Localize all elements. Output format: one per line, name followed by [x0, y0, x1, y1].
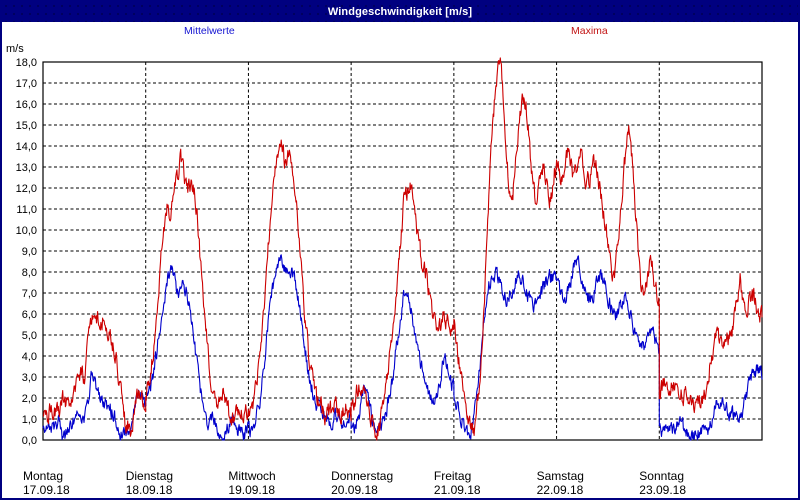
svg-text:17,0: 17,0 [16, 78, 37, 90]
svg-text:6,0: 6,0 [22, 309, 37, 321]
svg-text:16,0: 16,0 [16, 99, 37, 111]
svg-text:18,0: 18,0 [16, 57, 37, 69]
svg-text:13,0: 13,0 [16, 162, 37, 174]
svg-text:11,0: 11,0 [16, 204, 37, 216]
svg-text:23.09.18: 23.09.18 [639, 483, 686, 497]
svg-text:15,0: 15,0 [16, 120, 37, 132]
svg-text:20.09.18: 20.09.18 [331, 483, 378, 497]
svg-text:21.09.18: 21.09.18 [434, 483, 481, 497]
svg-text:Donnerstag: Donnerstag [331, 469, 393, 483]
svg-text:22.09.18: 22.09.18 [537, 483, 584, 497]
svg-text:0,0: 0,0 [22, 435, 37, 447]
svg-text:Mittwoch: Mittwoch [228, 469, 275, 483]
svg-text:3,0: 3,0 [22, 372, 37, 384]
svg-text:17.09.18: 17.09.18 [23, 483, 70, 497]
svg-text:5,0: 5,0 [22, 330, 37, 342]
svg-text:Montag: Montag [23, 469, 63, 483]
svg-text:2,0: 2,0 [22, 393, 37, 405]
svg-text:Dienstag: Dienstag [126, 469, 173, 483]
svg-text:1,0: 1,0 [22, 414, 37, 426]
svg-text:m/s: m/s [6, 43, 24, 55]
svg-text:12,0: 12,0 [16, 183, 37, 195]
svg-text:Samstag: Samstag [537, 469, 584, 483]
svg-text:18.09.18: 18.09.18 [126, 483, 173, 497]
svg-text:9,0: 9,0 [22, 246, 37, 258]
svg-text:19.09.18: 19.09.18 [228, 483, 275, 497]
svg-text:Sonntag: Sonntag [639, 469, 684, 483]
svg-text:14,0: 14,0 [16, 141, 37, 153]
svg-text:7,0: 7,0 [22, 288, 37, 300]
svg-text:4,0: 4,0 [22, 351, 37, 363]
svg-text:Freitag: Freitag [434, 469, 471, 483]
svg-text:10,0: 10,0 [16, 225, 37, 237]
svg-text:8,0: 8,0 [22, 267, 37, 279]
